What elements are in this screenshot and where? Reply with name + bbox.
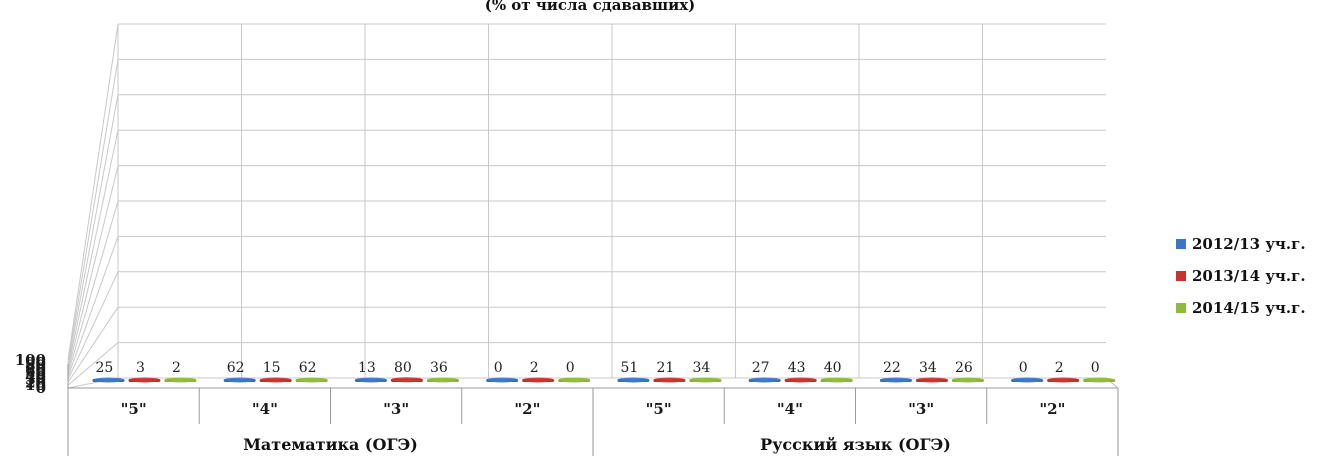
data-label: 2 xyxy=(530,360,539,376)
x-category-label: "5" xyxy=(646,400,672,418)
bar-top xyxy=(1047,377,1080,383)
bar-top xyxy=(1011,377,1044,383)
y-tick-label: 60 xyxy=(25,362,46,380)
y-tick-label: 50 xyxy=(25,365,46,383)
bar-top xyxy=(951,377,984,383)
bar-top xyxy=(354,377,387,383)
gridline-side xyxy=(67,165,119,372)
x-category-label: "3" xyxy=(383,400,409,418)
legend-swatch xyxy=(1176,303,1186,313)
legend-swatch xyxy=(1176,271,1186,281)
bar-top xyxy=(558,377,591,383)
legend-label: 2013/14 уч.г. xyxy=(1192,267,1306,285)
x-category-label: "2" xyxy=(1039,400,1065,418)
y-tick-label: 80 xyxy=(25,357,46,375)
bar-top xyxy=(522,377,555,383)
gridline-side xyxy=(67,342,119,386)
data-label: 25 xyxy=(96,360,114,376)
y-tick-label: 20 xyxy=(25,373,46,391)
x-category-label: "5" xyxy=(121,400,147,418)
y-tick-label: 30 xyxy=(25,371,46,389)
bar-top xyxy=(259,377,292,383)
bar-top xyxy=(1083,377,1116,383)
data-label: 43 xyxy=(788,360,806,376)
data-label: 34 xyxy=(693,360,711,376)
gridline-side xyxy=(67,130,119,369)
data-label: 0 xyxy=(1091,360,1100,376)
gridline-side xyxy=(67,23,119,361)
y-tick-label: 90 xyxy=(25,354,46,372)
data-label: 36 xyxy=(430,360,448,376)
data-label: 3 xyxy=(136,360,145,376)
gridline-side xyxy=(67,236,119,377)
y-tick-label: 0 xyxy=(36,379,46,397)
bars xyxy=(92,377,1116,383)
x-axis-categories: "5" "4" "3" "2" "5" "4" "3" "2" Математика (ОГЭ)… xyxy=(67,388,1119,456)
bar-top xyxy=(653,377,686,383)
y-tick-label: 100 xyxy=(15,351,46,369)
bar-top xyxy=(486,377,519,383)
bar-top xyxy=(748,377,781,383)
bar-top xyxy=(128,377,161,383)
bar-top xyxy=(879,377,912,383)
data-label: 13 xyxy=(358,360,376,376)
data-label: 0 xyxy=(566,360,575,376)
grid xyxy=(67,23,1106,389)
y-tick-label: 10 xyxy=(25,376,46,394)
data-label: 51 xyxy=(621,360,639,376)
x-group-label: Русский язык (ОГЭ) xyxy=(760,435,951,454)
bar-top xyxy=(390,377,423,383)
gridline-side xyxy=(67,59,119,363)
x-group-label: Математика (ОГЭ) xyxy=(243,435,418,454)
data-label: 2 xyxy=(1055,360,1064,376)
gridline-side xyxy=(67,271,119,380)
data-label: 34 xyxy=(919,360,937,376)
bar-top xyxy=(784,377,817,383)
data-label: 80 xyxy=(394,360,412,376)
bar-top xyxy=(295,377,328,383)
data-label: 22 xyxy=(883,360,901,376)
legend: 2012/13 уч.г. 2013/14 уч.г. 2014/15 уч.г. xyxy=(1176,235,1306,317)
data-label: 2 xyxy=(172,360,181,376)
data-labels: 25 3 2 62 15 62 13 80 36 0 2 0 51 21 34 27 43 40 22 34 26 0 2 0 xyxy=(96,360,1100,376)
y-tick-label: 70 xyxy=(25,359,46,377)
bar-top xyxy=(164,377,197,383)
y-tick-label: 40 xyxy=(25,368,46,386)
data-label: 40 xyxy=(824,360,842,376)
gridline-side xyxy=(67,94,119,366)
axes xyxy=(67,24,1119,389)
bar-top xyxy=(617,377,650,383)
gridline-side xyxy=(67,306,119,383)
x-category-label: "4" xyxy=(252,400,278,418)
legend-label: 2014/15 уч.г. xyxy=(1192,299,1306,317)
x-category-label: "2" xyxy=(514,400,540,418)
bar-top xyxy=(689,377,722,383)
legend-swatch xyxy=(1176,239,1186,249)
bar-top xyxy=(92,377,125,383)
bar-top xyxy=(820,377,853,383)
data-label: 62 xyxy=(299,360,317,376)
x-category-label: "3" xyxy=(908,400,934,418)
data-label: 15 xyxy=(263,360,281,376)
bar-top xyxy=(915,377,948,383)
data-label: 62 xyxy=(227,360,245,376)
gridline-side xyxy=(67,200,119,375)
data-label: 0 xyxy=(1019,360,1028,376)
legend-label: 2012/13 уч.г. xyxy=(1192,235,1306,253)
data-label: 0 xyxy=(494,360,503,376)
bar-top xyxy=(426,377,459,383)
data-label: 27 xyxy=(752,360,770,376)
data-label: 26 xyxy=(955,360,973,376)
bar-top xyxy=(223,377,256,383)
x-category-label: "4" xyxy=(777,400,803,418)
chart-title: (% от числа сдававших) xyxy=(485,0,696,14)
data-label: 21 xyxy=(657,360,675,376)
